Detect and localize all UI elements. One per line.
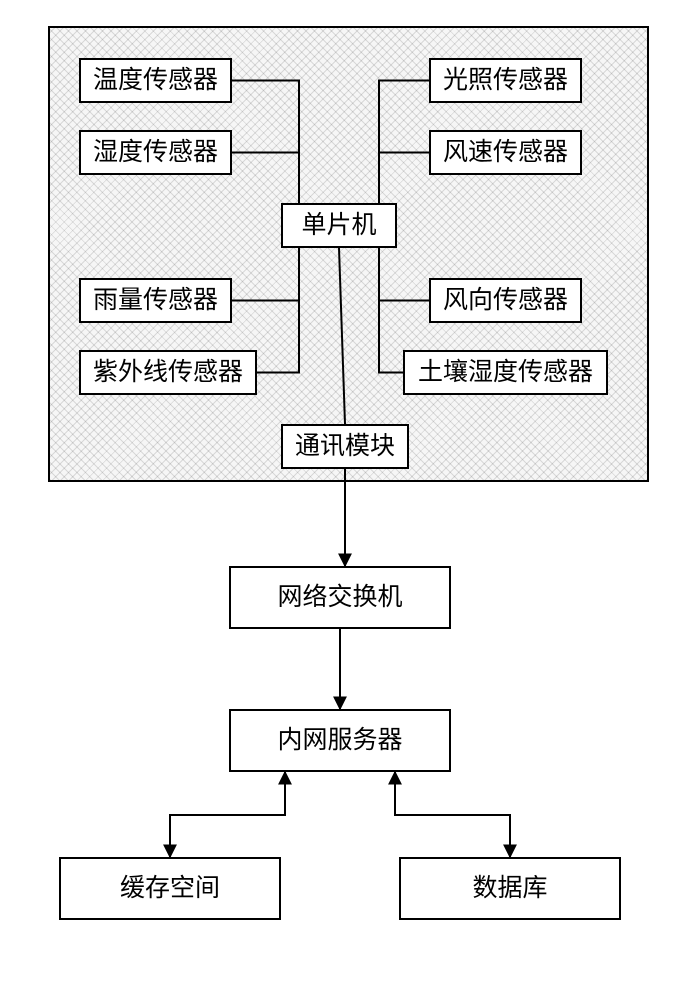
node-wind-dir: 风向传感器 xyxy=(429,278,582,323)
label: 湿度传感器 xyxy=(93,139,218,167)
node-mcu: 单片机 xyxy=(281,203,397,248)
node-cache: 缓存空间 xyxy=(59,857,281,920)
node-rain-sensor: 雨量传感器 xyxy=(79,278,232,323)
label: 光照传感器 xyxy=(443,67,568,95)
label: 紫外线传感器 xyxy=(93,359,243,387)
node-soil-sensor: 土壤湿度传感器 xyxy=(403,350,608,395)
node-temp-sensor: 温度传感器 xyxy=(79,58,232,103)
label: 内网服务器 xyxy=(277,727,402,755)
node-uv-sensor: 紫外线传感器 xyxy=(79,350,257,395)
node-wind-speed: 风速传感器 xyxy=(429,130,582,175)
node-switch: 网络交换机 xyxy=(229,566,451,629)
label: 风向传感器 xyxy=(443,287,568,315)
label: 数据库 xyxy=(472,875,547,903)
label: 雨量传感器 xyxy=(93,287,218,315)
label: 土壤湿度传感器 xyxy=(418,359,593,387)
label: 风速传感器 xyxy=(443,139,568,167)
label: 缓存空间 xyxy=(120,875,220,903)
node-server: 内网服务器 xyxy=(229,709,451,772)
label: 温度传感器 xyxy=(93,67,218,95)
label: 通讯模块 xyxy=(295,433,395,461)
node-humid-sensor: 湿度传感器 xyxy=(79,130,232,175)
node-light-sensor: 光照传感器 xyxy=(429,58,582,103)
label: 单片机 xyxy=(301,212,376,240)
node-database: 数据库 xyxy=(399,857,621,920)
label: 网络交换机 xyxy=(277,584,402,612)
node-comm-module: 通讯模块 xyxy=(281,424,409,469)
diagram-canvas: 温度传感器 湿度传感器 光照传感器 风速传感器 单片机 雨量传感器 紫外线传感器… xyxy=(0,0,695,1000)
